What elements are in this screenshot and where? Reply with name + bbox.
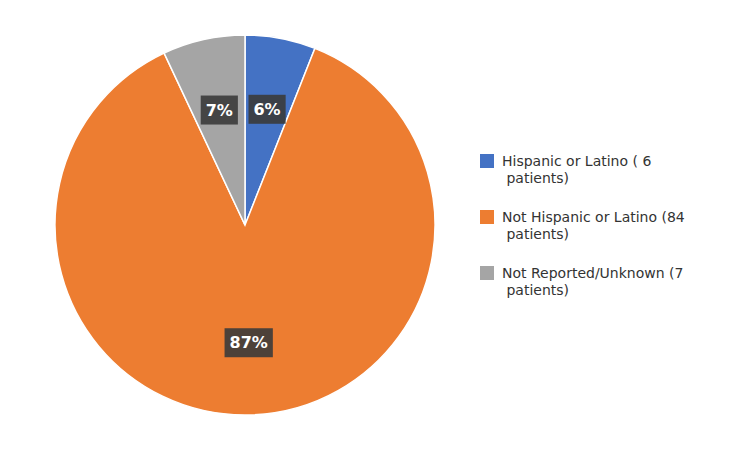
data-label-group: 87% (225, 328, 273, 357)
legend: Hispanic or Latino ( 6 patients) Not Hisp… (480, 153, 685, 298)
data-label-box (248, 95, 285, 124)
data-label-box (201, 96, 238, 125)
data-label-box (225, 328, 273, 357)
legend-swatch (480, 266, 494, 280)
legend-swatch (480, 210, 494, 224)
legend-label: Hispanic or Latino ( 6 patients) (502, 153, 651, 186)
legend-label: Not Hispanic or Latino (84 patients) (502, 209, 685, 242)
data-label: 7% (206, 101, 233, 120)
data-labels: 6% 87% 7% (201, 95, 286, 357)
legend-label: Not Reported/Unknown (7 patients) (502, 265, 683, 298)
data-label-group: 7% (201, 96, 238, 125)
data-label: 6% (253, 100, 280, 119)
chart: 6% 87% 7% Hispanic or Latino ( 6 patients) N… (0, 0, 752, 451)
legend-swatch (480, 154, 494, 168)
data-label-group: 6% (248, 95, 285, 124)
data-label: 87% (230, 333, 268, 352)
slices (55, 35, 435, 415)
pie-slice (164, 35, 245, 225)
